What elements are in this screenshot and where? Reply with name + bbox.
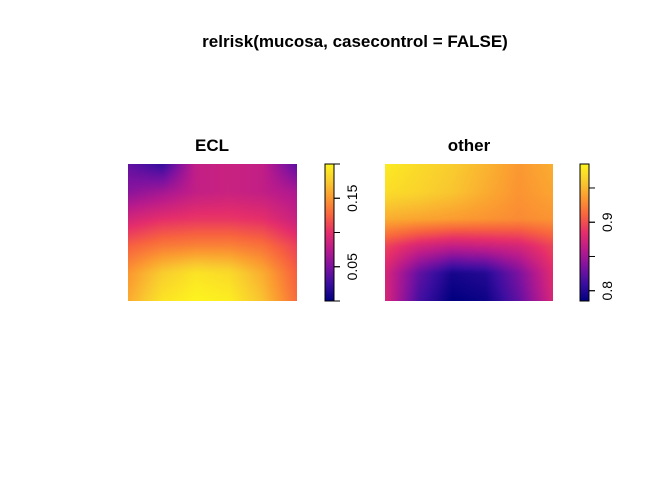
scale-tick-label: 0.05 [344, 253, 360, 280]
color-scale-bar [579, 163, 590, 302]
scale-tick-label: 0.8 [599, 281, 615, 301]
panel-title: ECL [195, 136, 229, 155]
heatmap-image [128, 164, 297, 301]
heatmap-image [385, 164, 553, 301]
panel-title: other [448, 136, 491, 155]
scale-tick-label: 0.15 [344, 184, 360, 211]
panel-1: other 0.8 0.9 [385, 136, 615, 302]
main-title: relrisk(mucosa, casecontrol = FALSE) [202, 32, 508, 51]
scale-tick-label: 0.9 [599, 212, 615, 232]
color-scale-bar [324, 163, 335, 302]
panel-0: ECL 0.05 0.15 [128, 136, 360, 302]
